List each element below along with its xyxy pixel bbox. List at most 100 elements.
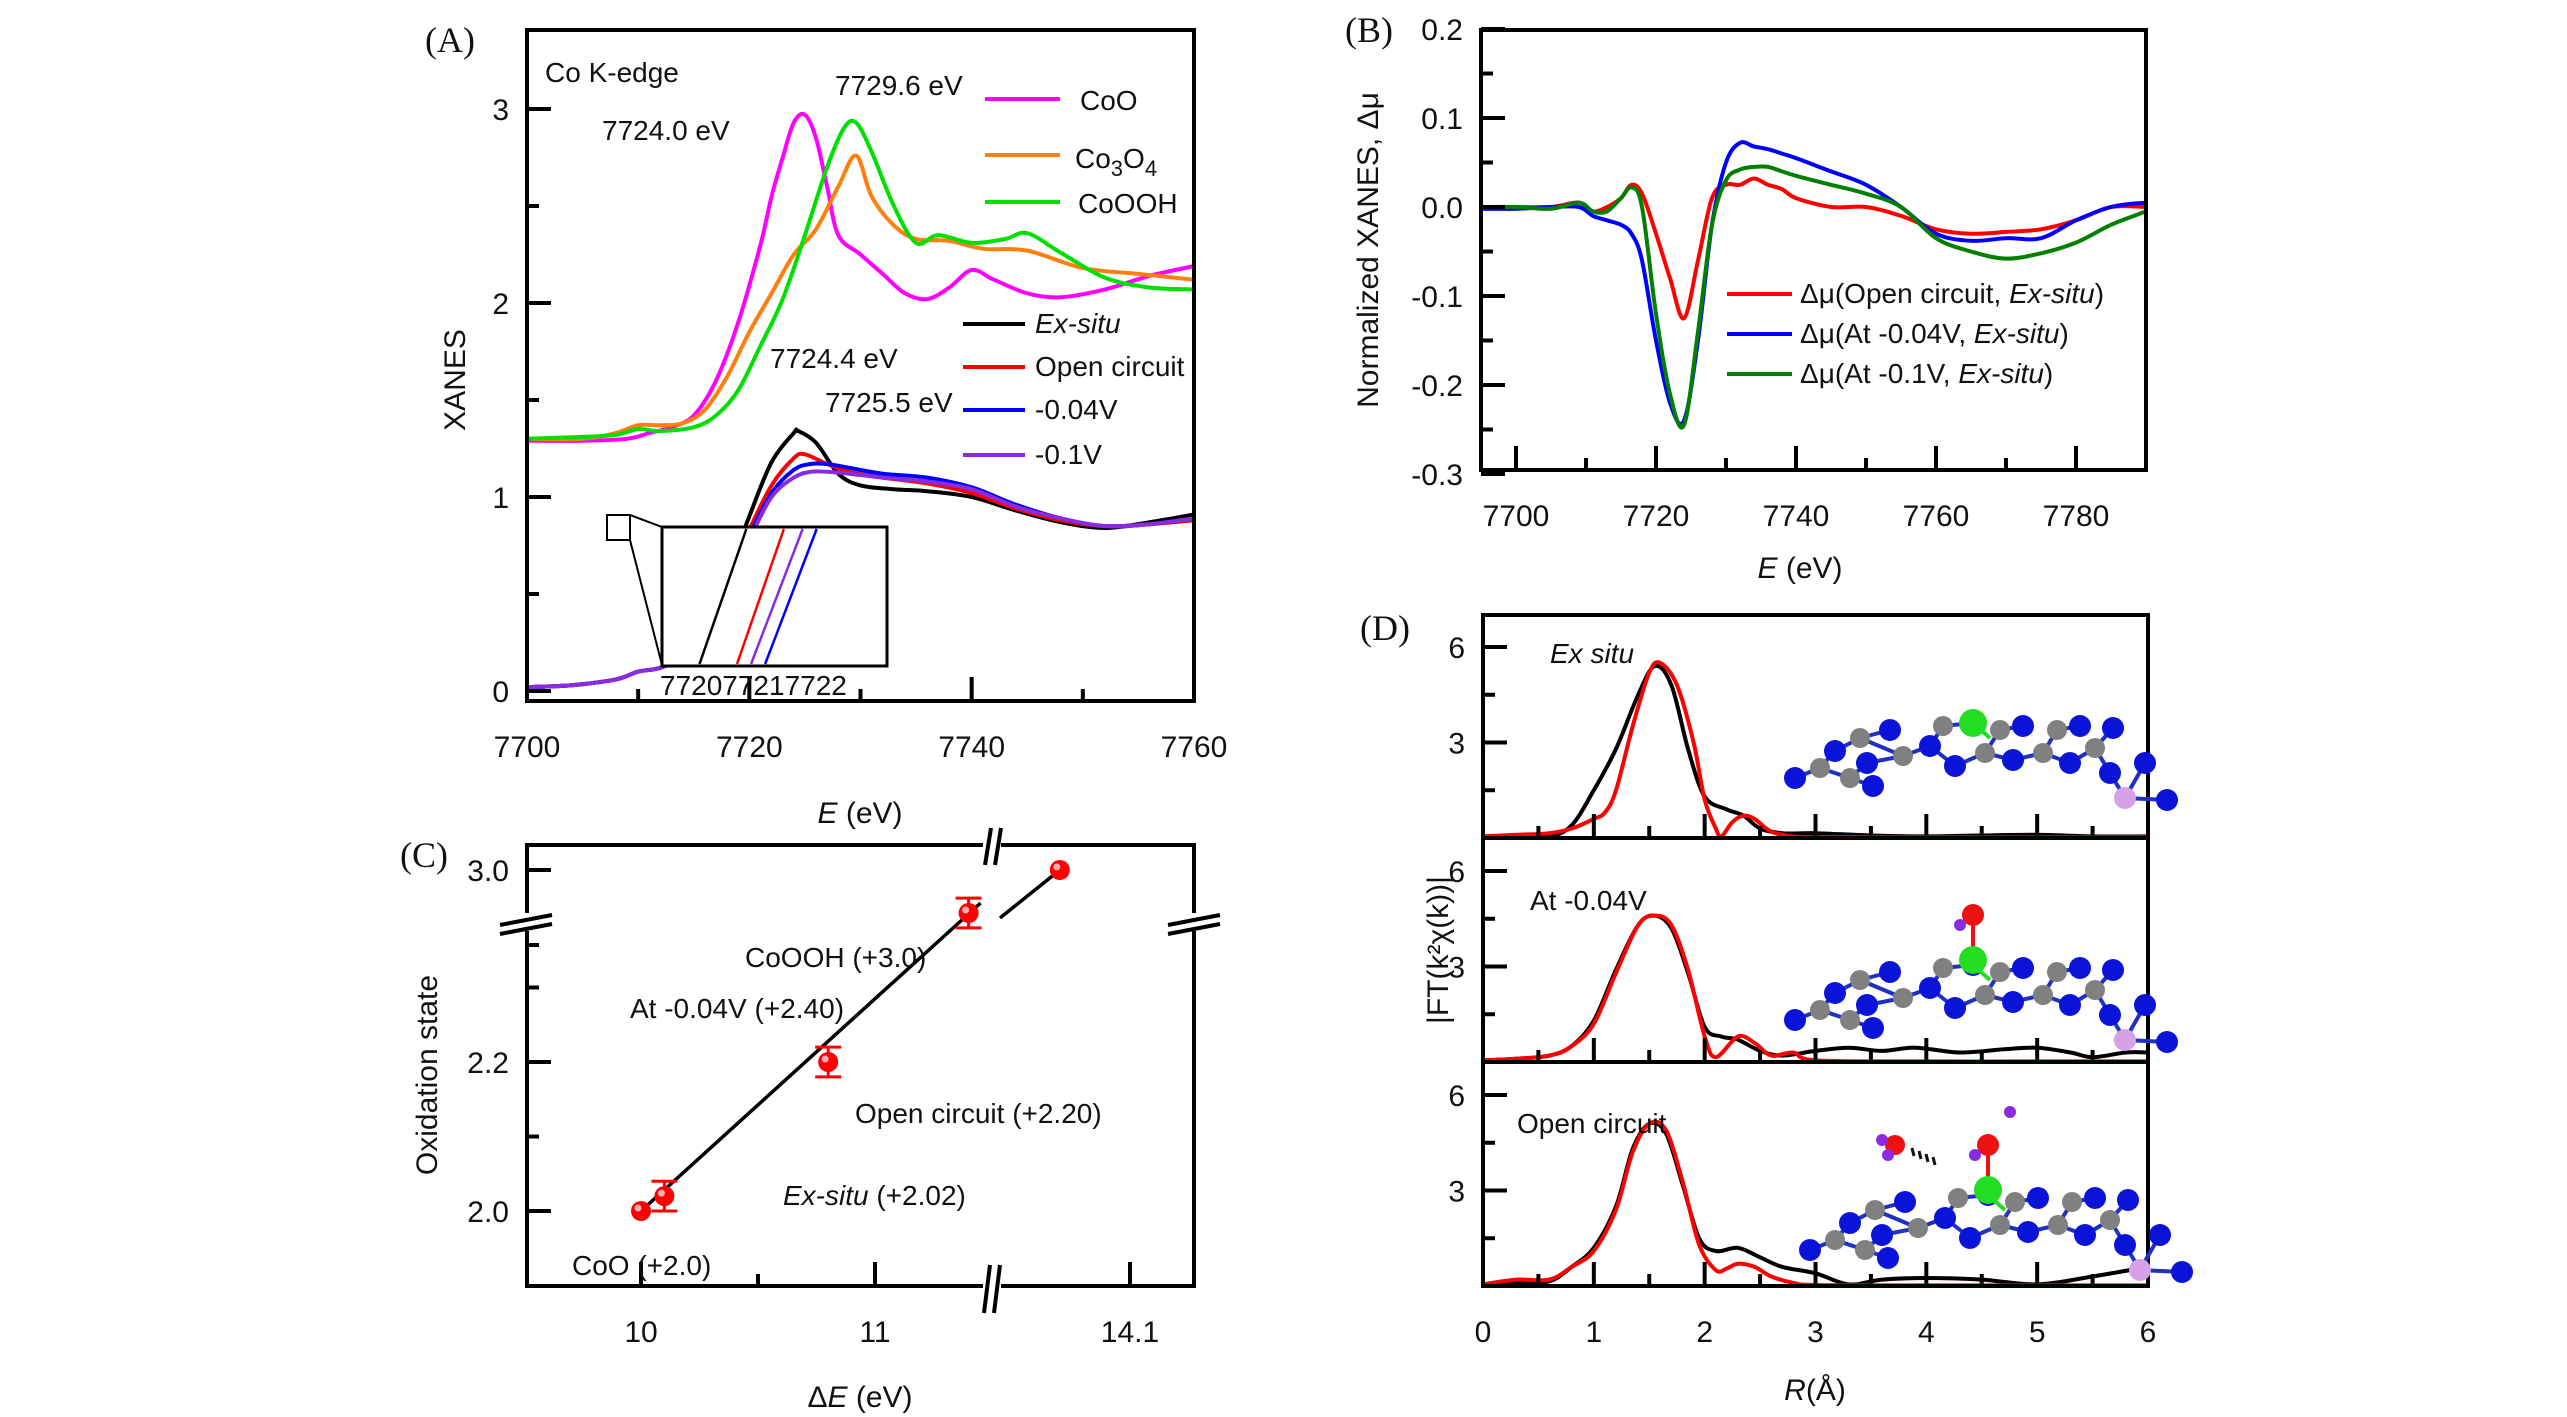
molecule-structure bbox=[1784, 904, 2178, 1053]
atom-cobalt bbox=[1959, 946, 1987, 974]
atom-carbon bbox=[1810, 1000, 1830, 1020]
atom-carbon bbox=[1975, 743, 1995, 763]
panel-c-xlabel-delta: Δ bbox=[807, 1381, 827, 1414]
marker-highlight bbox=[657, 1189, 665, 1197]
legend-label-minus-0-04v: -0.04V bbox=[1035, 394, 1118, 425]
atom-nitrogen bbox=[1879, 719, 1901, 741]
molecule-structure bbox=[1784, 709, 2178, 811]
atom-nitrogen bbox=[2084, 1187, 2106, 1209]
atom-hydrogen bbox=[1882, 1149, 1894, 1161]
atom-carbon bbox=[1850, 728, 1870, 748]
atom-nitrogen bbox=[2134, 752, 2156, 774]
legend-prefix: Δμ(Open circuit, bbox=[1800, 278, 2009, 309]
panel-a-ytick-label: 1 bbox=[492, 482, 509, 515]
atom-carbon bbox=[1840, 1010, 1860, 1030]
panel-c-fit-line bbox=[639, 868, 1061, 1213]
atom-carbon bbox=[2085, 980, 2105, 1000]
panel-b-xlabel: E (eV) bbox=[1757, 552, 1842, 585]
break-mark-bottom bbox=[982, 1264, 1002, 1314]
panel-c-frame bbox=[525, 843, 1196, 1288]
panel-d-open-circuit-ytick-label: 3 bbox=[1448, 1176, 1465, 1209]
legend-label-open-circuit: Open circuit bbox=[1035, 351, 1185, 382]
panel-d-at-0-04v-ytick-label: 6 bbox=[1448, 856, 1465, 889]
panel-d-open-circuit-xtick-label: 0 bbox=[1475, 1316, 1492, 1349]
label-open-circuit-name: Open circuit bbox=[855, 1098, 1005, 1129]
series-co3o4 bbox=[527, 153, 1194, 442]
panel-b-ytick-label: -0.2 bbox=[1411, 370, 1463, 403]
atom-carbon bbox=[1865, 1200, 1885, 1220]
panel-a-xtick-label: 7740 bbox=[938, 731, 1005, 764]
fit-line-upper bbox=[998, 868, 1061, 920]
atom-nitrogen bbox=[1862, 1017, 1884, 1039]
legend-italic: Ex-situ bbox=[1974, 318, 2060, 349]
marker bbox=[818, 1052, 839, 1072]
panel-b-curves bbox=[1481, 140, 2146, 430]
annotation-7729-6: 7729.6 eV bbox=[835, 70, 963, 101]
point-coooh bbox=[1049, 860, 1070, 880]
legend-italic: Ex-situ bbox=[1958, 358, 2044, 389]
atom-nitrogen bbox=[2069, 957, 2091, 979]
panel-c-xtick-label: 11 bbox=[859, 1316, 890, 1349]
atom-nitrogen bbox=[2134, 994, 2156, 1016]
atom-nitrogen bbox=[1934, 1207, 1956, 1229]
panel-b-xtick-label: 7760 bbox=[1903, 500, 1970, 533]
panel-d-open-circuit-ytick-label: 6 bbox=[1448, 1080, 1465, 1113]
panel-a-ticks: 7700 7720 7740 7760 0 1 2 3 bbox=[492, 94, 1227, 764]
panel-letter-b: (B) bbox=[1345, 10, 1393, 50]
atom-carbon bbox=[1933, 716, 1953, 736]
atom-nitrogen bbox=[1784, 1009, 1806, 1031]
panel-letter-c: (C) bbox=[400, 835, 448, 875]
inset-tick-labels: 772077217722 bbox=[660, 670, 847, 701]
panel-c-ytick-label: 2.2 bbox=[467, 1047, 509, 1080]
atom-nitrogen bbox=[2171, 1261, 2193, 1283]
label-coo: CoO (+2.0) bbox=[572, 1250, 711, 1281]
fit-line-lower bbox=[639, 901, 982, 1213]
atom-carbon bbox=[2100, 1210, 2120, 1230]
panel-c-ytick-label: 3.0 bbox=[467, 855, 509, 888]
inset-source-box bbox=[606, 514, 631, 541]
atom-nitrogen bbox=[2012, 957, 2034, 979]
atom-carbon bbox=[1850, 970, 1870, 990]
inset-connector-bottom bbox=[629, 539, 663, 666]
panel-a-xanes: 7700 7720 7740 7760 0 1 2 3 XANES E (eV) Co K-e… bbox=[439, 28, 1227, 830]
marker-highlight bbox=[962, 906, 970, 914]
point-at-0-04v bbox=[955, 896, 982, 930]
atom-nitrogen bbox=[1856, 994, 1878, 1016]
inset-line-0-1v bbox=[749, 528, 804, 665]
panel-c-xtick-label: 14.1 bbox=[1101, 1316, 1159, 1349]
atom-nitrogen bbox=[2156, 1031, 2178, 1053]
atom-carbon bbox=[2048, 1215, 2068, 1235]
atom-hydrogen bbox=[1969, 1149, 1981, 1161]
atom-nitrogen bbox=[1799, 1239, 1821, 1261]
atom-cobalt bbox=[1974, 1176, 2002, 1204]
panel-d-xlabel-unit: (Å) bbox=[1806, 1374, 1846, 1407]
panel-a-xlabel-symbol: E bbox=[817, 797, 838, 830]
panel-c-xlabel-unit: (eV) bbox=[848, 1381, 913, 1414]
atom-carbon bbox=[1893, 746, 1913, 766]
panel-letter-a: (A) bbox=[425, 20, 475, 60]
panel-d-open-circuit-xtick-label: 6 bbox=[2140, 1316, 2157, 1349]
atom-nitrogen bbox=[2002, 749, 2024, 771]
legend-label-open-circuit-diff: Δμ(Open circuit, Ex-situ) bbox=[1800, 278, 2104, 309]
atom-carbon bbox=[2085, 738, 2105, 758]
atom-oxygen bbox=[1977, 1134, 1999, 1156]
subplot-label-at-minus-0-04v: At -0.04V bbox=[1530, 885, 1647, 916]
atom-hydrogen bbox=[2004, 1106, 2016, 1118]
atom-nitrogen bbox=[2002, 991, 2024, 1013]
atom-nitrogen bbox=[2017, 1221, 2039, 1243]
atom-nitrogen bbox=[2117, 1189, 2139, 1211]
annotation-7724-4: 7724.4 eV bbox=[770, 343, 898, 374]
atom-nitrogen bbox=[2156, 789, 2178, 811]
atom-nitrogen bbox=[2102, 717, 2124, 739]
atom-other bbox=[2129, 1259, 2151, 1281]
panel-b-xtick-label: 7780 bbox=[2043, 500, 2110, 533]
label-ex-situ-name: Ex-situ bbox=[783, 1180, 869, 1211]
panel-d-ticks: 3 6 3 6 0 1 2 3 4 5 6 3 6 bbox=[1448, 632, 2156, 1349]
atom-nitrogen bbox=[2059, 752, 2081, 774]
atom-carbon bbox=[2062, 1192, 2082, 1212]
break-mark-left bbox=[499, 913, 553, 936]
panel-a-curves bbox=[527, 111, 1194, 690]
panel-a-xtick-label: 7720 bbox=[716, 731, 783, 764]
panel-c-oxidation-state: 10 11 14.1 2.0 2.2 3.0 bbox=[411, 825, 1221, 1414]
panel-b-ylabel: Normalized XANES, Δμ bbox=[1352, 92, 1385, 408]
